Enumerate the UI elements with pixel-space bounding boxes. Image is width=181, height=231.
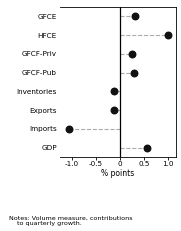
- Point: [167, 33, 170, 37]
- Text: Notes: Volume measure, contributions
    to quarterly growth.: Notes: Volume measure, contributions to …: [9, 216, 133, 226]
- Point: [113, 108, 116, 112]
- Point: [133, 15, 136, 18]
- X-axis label: % points: % points: [101, 169, 134, 178]
- Point: [145, 146, 148, 149]
- Point: [132, 71, 135, 74]
- Point: [112, 90, 115, 93]
- Point: [68, 127, 71, 131]
- Point: [131, 52, 134, 56]
